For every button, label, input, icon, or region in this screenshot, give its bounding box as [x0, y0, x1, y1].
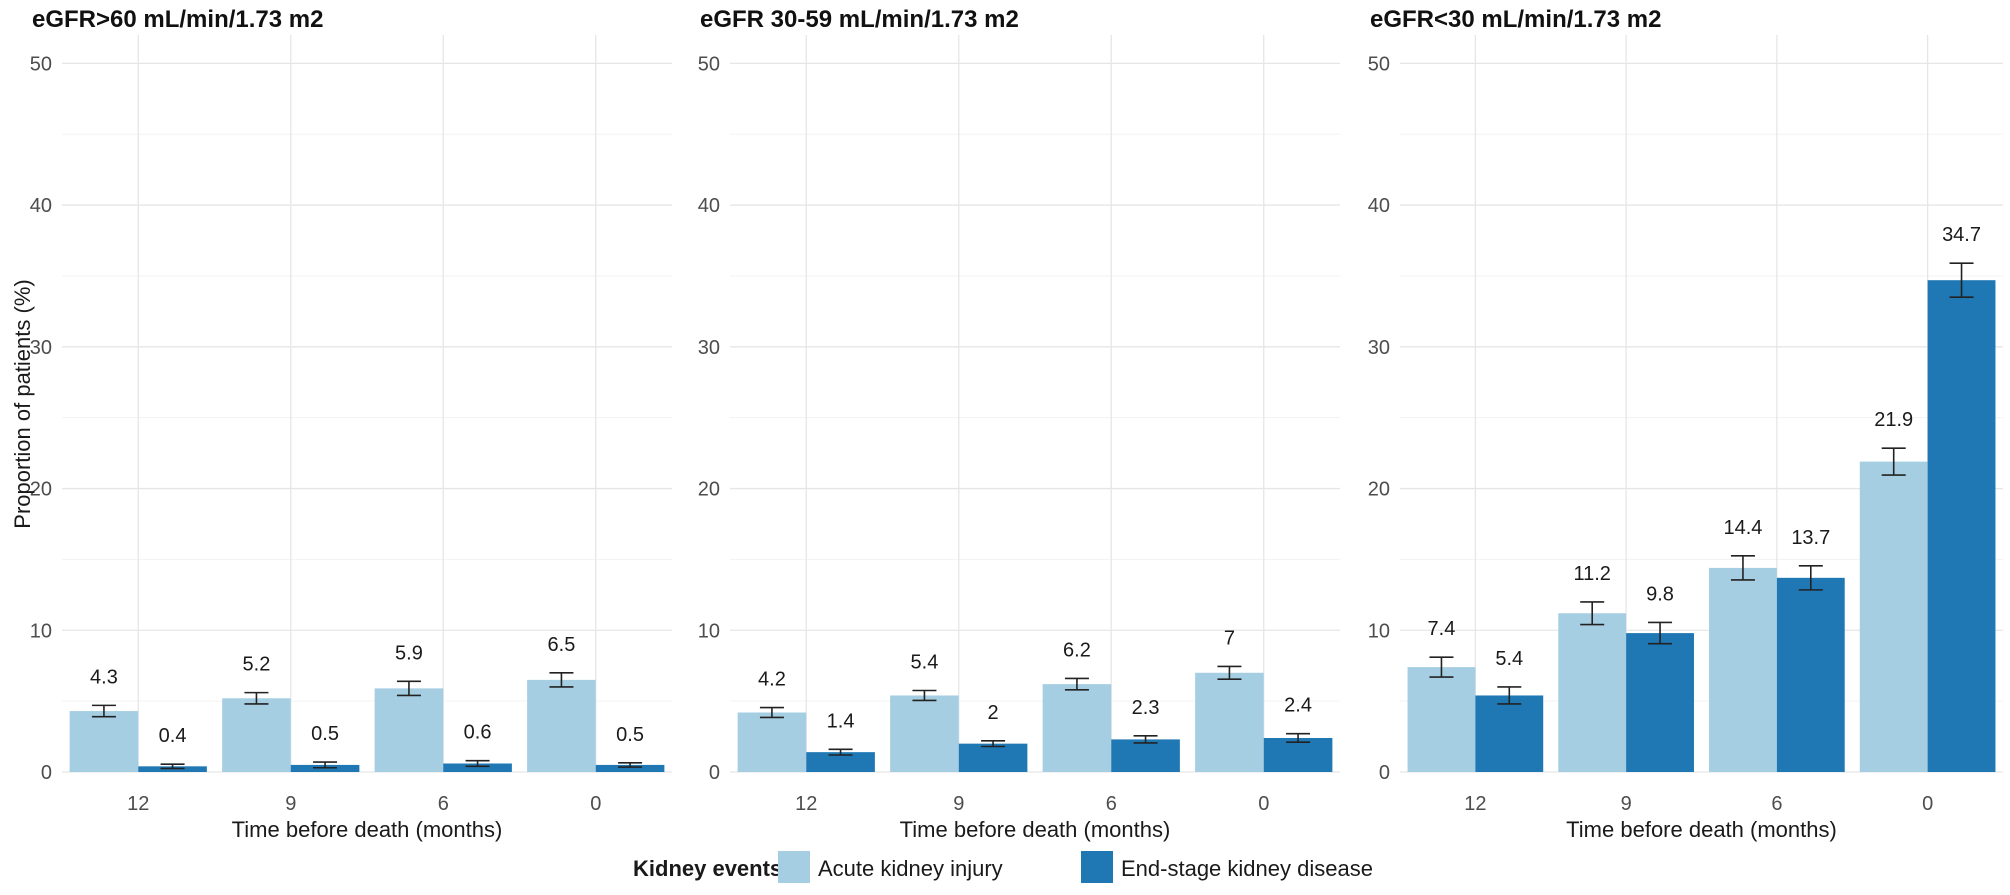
data-label: 5.4 — [1495, 648, 1523, 670]
legend-label: End-stage kidney disease — [1121, 856, 1373, 881]
bar — [527, 679, 596, 772]
data-label: 14.4 — [1723, 517, 1762, 539]
panel-title: eGFR<30 mL/min/1.73 m2 — [1370, 6, 1661, 33]
data-label: 2.4 — [1284, 695, 1312, 717]
data-label: 4.3 — [90, 666, 118, 688]
data-label: 0.6 — [464, 722, 492, 744]
y-tick-label: 10 — [698, 620, 720, 642]
bar — [1042, 684, 1112, 772]
x-axis-title: Time before death (months) — [232, 817, 503, 842]
x-tick-label: 0 — [590, 793, 601, 815]
bar — [69, 711, 139, 772]
y-tick-label: 40 — [1368, 195, 1390, 217]
x-tick-label: 6 — [1106, 793, 1117, 815]
bar — [890, 695, 959, 772]
data-label: 2 — [988, 702, 999, 724]
y-tick-label: 30 — [1368, 337, 1390, 359]
y-tick-label: 50 — [1368, 53, 1390, 75]
data-label: 11.2 — [1573, 563, 1610, 585]
bar — [1111, 739, 1180, 772]
x-tick-label: 0 — [1258, 793, 1269, 815]
legend-title: Kidney events — [633, 856, 782, 881]
legend-label: Acute kidney injury — [818, 856, 1003, 881]
bar — [222, 698, 291, 772]
y-axis-title: Proportion of patients (%) — [10, 279, 35, 528]
y-tick-label: 20 — [30, 479, 52, 501]
panel-title: eGFR>60 mL/min/1.73 m2 — [32, 6, 323, 33]
y-tick-label: 20 — [1368, 479, 1390, 501]
legend-swatch — [1081, 851, 1113, 883]
y-tick-label: 30 — [698, 337, 720, 359]
y-tick-label: 30 — [30, 337, 52, 359]
legend-swatch — [778, 851, 810, 883]
bar — [1927, 280, 1996, 772]
bar — [1475, 695, 1544, 772]
y-tick-label: 50 — [30, 53, 52, 75]
y-tick-label: 40 — [698, 195, 720, 217]
x-tick-label: 12 — [127, 793, 149, 815]
x-tick-label: 9 — [1621, 793, 1632, 815]
panel-title: eGFR 30-59 mL/min/1.73 m2 — [700, 6, 1019, 33]
y-tick-label: 10 — [1368, 620, 1390, 642]
data-label: 5.9 — [395, 642, 423, 664]
x-tick-label: 12 — [1464, 793, 1486, 815]
data-label: 4.2 — [758, 669, 786, 691]
data-label: 0.5 — [616, 724, 644, 746]
x-tick-label: 6 — [1771, 793, 1782, 815]
x-tick-label: 9 — [953, 793, 964, 815]
data-label: 0.4 — [159, 725, 187, 747]
data-label: 34.7 — [1942, 224, 1981, 246]
x-axis-title: Time before death (months) — [900, 817, 1171, 842]
y-tick-label: 40 — [30, 195, 52, 217]
y-tick-label: 0 — [41, 762, 52, 784]
data-label: 2.3 — [1132, 697, 1160, 719]
bar — [595, 764, 665, 772]
bar — [1558, 613, 1627, 772]
bar — [1263, 737, 1333, 772]
data-label: 6.2 — [1063, 639, 1091, 661]
bar — [737, 712, 807, 772]
x-tick-label: 6 — [438, 793, 449, 815]
data-label: 5.4 — [911, 652, 939, 674]
bar — [1407, 667, 1476, 772]
bar — [1776, 577, 1845, 772]
y-tick-label: 20 — [698, 479, 720, 501]
bar — [443, 763, 512, 772]
bar — [1709, 567, 1777, 772]
y-tick-label: 50 — [698, 53, 720, 75]
data-label: 1.4 — [827, 710, 855, 732]
x-tick-label: 0 — [1922, 793, 1933, 815]
data-label: 5.2 — [243, 654, 271, 676]
data-label: 7 — [1224, 627, 1235, 649]
data-label: 9.8 — [1646, 583, 1674, 605]
x-tick-label: 9 — [285, 793, 296, 815]
bar — [806, 752, 875, 772]
data-label: 7.4 — [1428, 618, 1456, 640]
bar — [374, 688, 444, 772]
y-tick-label: 10 — [30, 620, 52, 642]
data-label: 13.7 — [1791, 527, 1830, 549]
y-tick-label: 0 — [709, 762, 720, 784]
x-tick-label: 12 — [795, 793, 817, 815]
y-tick-label: 0 — [1379, 762, 1390, 784]
bar — [958, 743, 1028, 772]
data-label: 0.5 — [311, 723, 339, 745]
bar — [1626, 633, 1694, 772]
data-label: 6.5 — [548, 634, 576, 656]
data-label: 21.9 — [1874, 409, 1913, 431]
bar — [1195, 672, 1264, 772]
x-axis-title: Time before death (months) — [1566, 817, 1837, 842]
bar — [1859, 461, 1928, 772]
